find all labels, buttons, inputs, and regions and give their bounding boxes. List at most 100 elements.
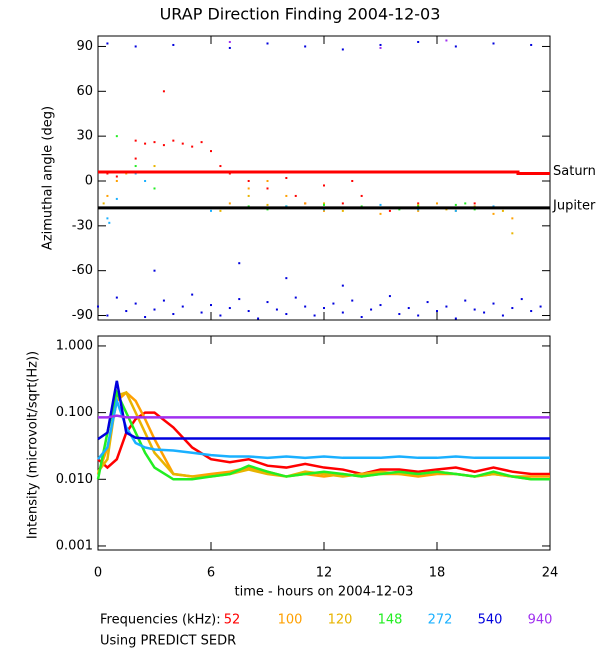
y-tick-label: 0.010	[56, 472, 93, 487]
point	[294, 296, 297, 299]
point	[445, 39, 448, 42]
point	[210, 304, 212, 307]
point	[511, 217, 514, 220]
point	[294, 194, 297, 197]
point	[238, 298, 241, 301]
point	[238, 262, 241, 265]
line-label: Jupiter	[552, 198, 596, 213]
legend-entry: 148	[378, 613, 403, 628]
point	[492, 212, 495, 215]
point	[426, 301, 429, 304]
legend-entry: 940	[528, 613, 553, 628]
point	[247, 194, 250, 197]
point	[436, 310, 438, 313]
point	[341, 202, 344, 205]
point	[125, 310, 128, 313]
point	[153, 269, 156, 272]
point	[153, 141, 156, 144]
point	[323, 209, 325, 212]
point	[285, 177, 288, 179]
point	[102, 202, 105, 205]
legend-entry: 540	[478, 613, 503, 628]
y-tick-label: 60	[76, 84, 93, 99]
point	[266, 203, 269, 206]
point	[332, 302, 335, 305]
point	[407, 307, 410, 310]
y-tick-label: 0	[85, 173, 93, 188]
point	[285, 277, 288, 280]
point	[162, 90, 165, 93]
point	[115, 197, 118, 200]
y-tick-label: 1.000	[56, 338, 93, 353]
point	[436, 202, 438, 205]
reference-line	[98, 170, 550, 176]
legend-entry: 272	[428, 613, 453, 628]
x-axis-label: time - hours on 2004-12-03	[235, 585, 414, 600]
point	[172, 43, 175, 46]
point	[501, 209, 504, 212]
point	[417, 209, 420, 212]
point	[313, 314, 316, 317]
point	[483, 311, 486, 314]
point	[539, 305, 542, 308]
line	[98, 414, 550, 419]
point	[257, 317, 260, 320]
point	[492, 302, 495, 305]
point	[454, 209, 457, 212]
point	[454, 317, 457, 320]
point	[530, 43, 533, 46]
point	[200, 311, 203, 314]
point	[153, 165, 156, 168]
point	[210, 209, 212, 212]
point	[304, 305, 307, 308]
point	[181, 305, 184, 308]
point	[210, 150, 212, 153]
point	[134, 302, 137, 305]
point	[134, 165, 137, 168]
line	[97, 411, 550, 476]
point	[247, 187, 250, 190]
point	[228, 46, 231, 49]
plot-frame	[97, 35, 551, 321]
legend-entry: 100	[278, 613, 303, 628]
plot-frame	[97, 335, 551, 551]
point	[351, 179, 354, 182]
point	[341, 48, 344, 51]
point	[266, 42, 269, 45]
point	[228, 202, 231, 205]
point	[323, 307, 325, 310]
y-axis-label: Intensity (microvolt/sqrt(Hz))	[26, 351, 41, 539]
x-tick-label: 0	[94, 566, 102, 581]
point	[144, 179, 147, 182]
legend-entry: 52	[224, 613, 241, 628]
point	[172, 313, 175, 316]
y-tick-label: 0.001	[56, 538, 93, 553]
point	[323, 203, 325, 206]
y-tick-label: -60	[72, 263, 93, 278]
line	[97, 380, 550, 441]
point	[106, 194, 109, 197]
point	[181, 142, 184, 145]
point	[511, 307, 514, 310]
point	[323, 184, 325, 187]
x-tick-label: 18	[429, 566, 446, 581]
point	[464, 202, 467, 205]
point	[360, 316, 363, 319]
point	[464, 299, 467, 302]
point	[341, 284, 344, 287]
point	[379, 304, 382, 307]
point	[304, 45, 307, 48]
point	[445, 305, 448, 308]
point	[162, 144, 165, 147]
point	[228, 307, 231, 310]
y-axis-label: Azimuthal angle (deg)	[41, 106, 56, 250]
point	[172, 139, 175, 142]
point	[454, 45, 457, 48]
point	[219, 165, 222, 168]
x-tick-label: 12	[316, 566, 333, 581]
point	[200, 141, 203, 144]
point	[219, 209, 222, 212]
point	[520, 298, 523, 301]
point	[454, 203, 457, 206]
